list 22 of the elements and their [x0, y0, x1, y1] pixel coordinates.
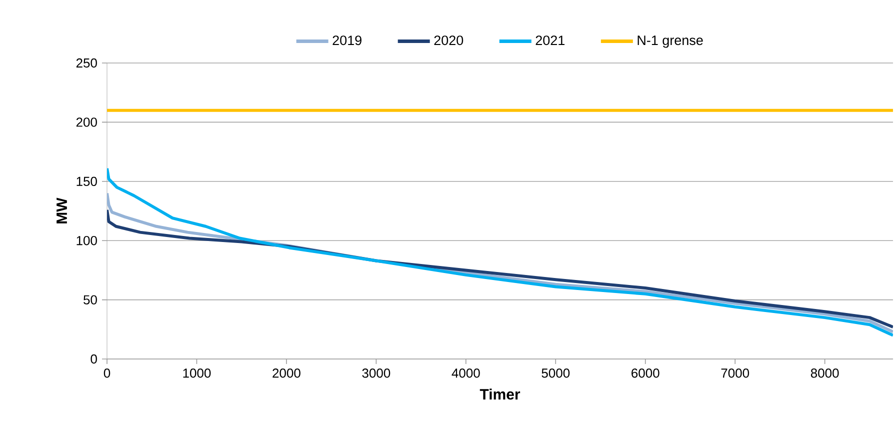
x-tick-label: 4000: [452, 368, 480, 378]
x-tick-label: 6000: [632, 368, 660, 378]
legend-label: 2019: [332, 36, 362, 46]
x-tick-label: 3000: [362, 368, 390, 378]
y-tick-label: 150: [76, 176, 97, 186]
x-tick-label: 8000: [810, 368, 839, 378]
y-tick-label: 200: [76, 118, 97, 127]
y-tick-label: 100: [76, 236, 97, 246]
x-tick-label: 1000: [183, 368, 211, 378]
y-tick-label: 250: [76, 58, 97, 68]
line-series: [107, 166, 894, 337]
legend-label: 2021: [536, 36, 564, 46]
x-tick-label: 7000: [721, 368, 750, 378]
legend-label: N-1 grense: [638, 36, 703, 48]
y-tick-label: 0: [90, 354, 97, 364]
x-tick-label: 2000: [272, 368, 300, 378]
x-tick-label: 5000: [542, 368, 570, 378]
y-tick-label: 50: [84, 295, 97, 304]
x-axis-title: Timer: [480, 388, 520, 400]
legend-label: 2020: [434, 36, 464, 46]
y-axis-title: MW: [56, 198, 67, 224]
x-tick-label: 0: [104, 368, 110, 378]
